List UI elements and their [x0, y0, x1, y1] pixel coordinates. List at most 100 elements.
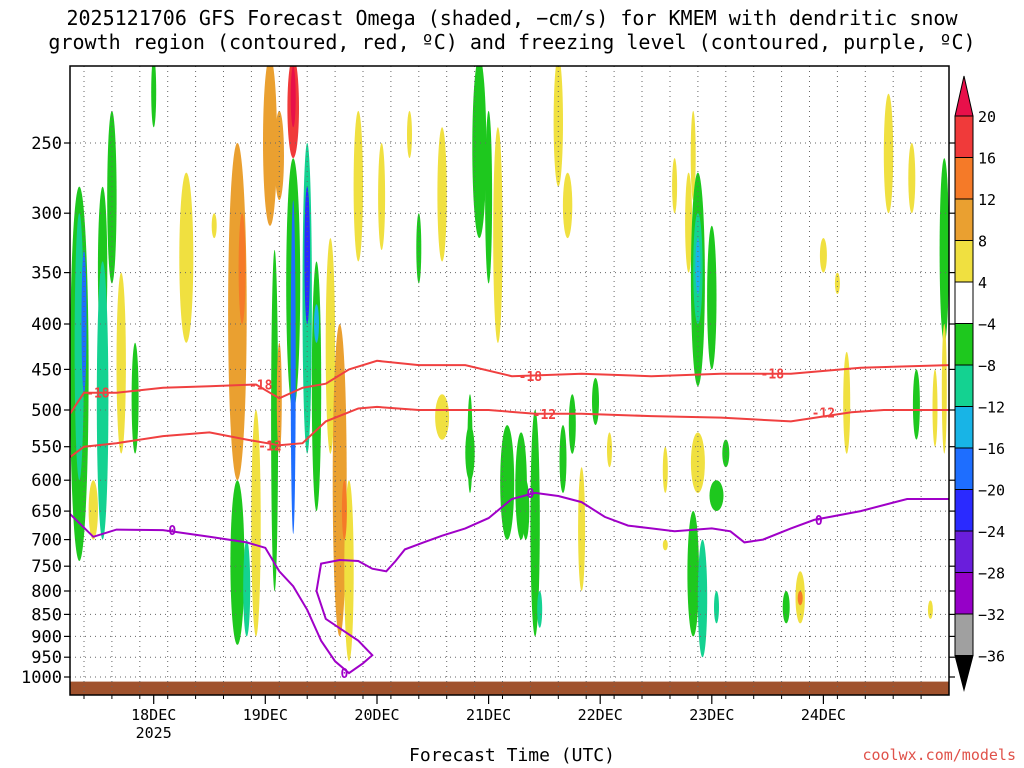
omega-shade-region [332, 324, 347, 637]
colorbar-bin [954, 364, 974, 407]
colorbar-bin [954, 157, 974, 200]
omega-shade-region [707, 225, 717, 370]
omega-shade-region [685, 172, 693, 273]
omega-shading-layer [70, 66, 949, 662]
omega-shade-region [687, 511, 699, 637]
omega-shade-region [908, 143, 916, 214]
omega-shade-region [690, 432, 705, 493]
omega-shade-region [927, 600, 933, 619]
colorbar-label: 8 [978, 233, 987, 251]
y-tick-label: 500 [31, 401, 62, 421]
omega-shade-region [722, 439, 730, 468]
contour-label: -18 [86, 387, 110, 402]
y-tick-label: 300 [31, 204, 62, 224]
contour-label: -12 [258, 439, 281, 454]
omega-shade-region [274, 110, 284, 201]
contour-label: -18 [761, 368, 785, 383]
omega-shade-region [74, 213, 85, 481]
omega-shade-region [467, 394, 473, 493]
credit-link[interactable]: coolwx.com/models [862, 746, 1016, 764]
colorbar: 20 16 12 8 4 −4 −8 −12 −16 −20 −24 −28 −32 −36 [954, 75, 1005, 692]
colorbar-bin [954, 613, 974, 656]
omega-shade-region [96, 261, 109, 540]
omega-shade-region [88, 480, 99, 540]
omega-shade-region [263, 66, 277, 226]
omega-shade-region [559, 425, 567, 493]
contour-line--12 [70, 405, 949, 458]
omega-shade-region [243, 539, 251, 637]
omega-shade-region [107, 110, 117, 284]
y-tick-label: 350 [31, 264, 62, 284]
omega-shade-region [662, 539, 668, 551]
y-tick-label: 900 [31, 627, 62, 647]
y-tick-label: 700 [31, 531, 62, 551]
omega-shade-region [819, 238, 827, 273]
y-tick-label: 400 [31, 315, 62, 335]
contour-label: 0 [526, 487, 534, 502]
x-tick-label: 23DEC [689, 706, 734, 724]
contour-label: -12 [812, 406, 835, 421]
omega-shade-region [697, 539, 708, 658]
omega-shade-region [939, 158, 949, 343]
omega-shade-region [834, 272, 840, 294]
x-tick-label: 24DEC [801, 706, 846, 724]
omega-shade-region [690, 110, 696, 201]
omega-shade-region [304, 186, 311, 324]
colorbar-top-arrow [954, 75, 974, 117]
omega-shade-region [562, 172, 573, 239]
colorbar-bin [954, 323, 974, 366]
y-tick-label: 250 [31, 134, 62, 154]
omega-shade-region [131, 342, 139, 454]
x-tick-label: 22DEC [578, 706, 623, 724]
omega-shade-region [179, 172, 194, 343]
colorbar-label: 16 [978, 150, 996, 168]
y-tick-label: 800 [31, 582, 62, 602]
ground-fill [70, 681, 949, 695]
omega-shade-region [230, 480, 245, 645]
grid-layer [70, 66, 949, 695]
y-tick-label: 550 [31, 438, 62, 458]
x-tick-label: 18DEC [131, 706, 176, 724]
contour-line--18 [70, 359, 949, 415]
colorbar-label: −8 [978, 357, 996, 375]
colorbar-label: −16 [978, 440, 1005, 458]
omega-shade-region [843, 351, 851, 454]
colorbar-bin [954, 489, 974, 532]
omega-shade-region [238, 213, 246, 324]
omega-shade-region [211, 213, 217, 239]
colorbar-bin [954, 198, 974, 241]
omega-shade-region [662, 446, 668, 493]
omega-shade-region [290, 200, 296, 534]
y-tick-label: 950 [31, 648, 62, 668]
colorbar-label: −12 [978, 399, 1005, 417]
omega-shade-region [435, 394, 450, 440]
contour-label: 0 [168, 524, 176, 539]
ground-layer [70, 681, 949, 695]
plot-frame [69, 65, 950, 696]
omega-shade-region [500, 425, 515, 540]
colorbar-label: −36 [978, 648, 1005, 666]
contour-label: -18 [249, 379, 273, 394]
omega-shade-region [592, 377, 599, 426]
omega-shade-region [912, 369, 920, 440]
omega-shade-region [782, 591, 790, 624]
omega-shade-region [714, 591, 719, 624]
omega-shade-region [797, 591, 803, 606]
colorbar-label: 12 [978, 191, 996, 209]
omega-shade-region [407, 110, 412, 159]
contour-label: 0 [340, 667, 348, 682]
contour-label: -18 [519, 370, 543, 385]
colorbar-label: −20 [978, 482, 1005, 500]
omega-shade-region [151, 66, 157, 128]
contour-label: 0 [815, 514, 823, 529]
colorbar-label: 4 [978, 274, 987, 292]
omega-shade-region [271, 249, 279, 592]
x-tick-label: 20DEC [354, 706, 399, 724]
colorbar-bin [954, 281, 974, 324]
omega-shade-region [81, 249, 87, 395]
chart-title-line-2: growth region (contoured, red, ºC) and f… [48, 30, 976, 54]
omega-shade-region [472, 66, 487, 239]
colorbar-label: −24 [978, 523, 1005, 541]
x-year-label: 2025 [136, 724, 172, 742]
colorbar-label: −32 [978, 606, 1005, 624]
